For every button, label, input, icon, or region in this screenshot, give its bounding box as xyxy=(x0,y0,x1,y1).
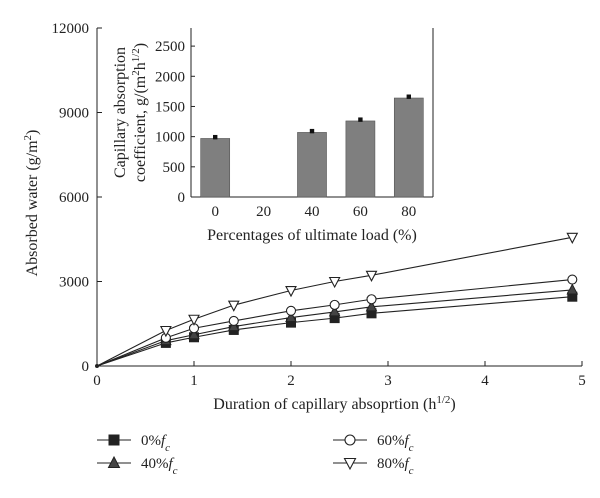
inset-x-axis-title: Percentages of ultimate load (%) xyxy=(207,227,417,244)
legend-marker xyxy=(107,455,121,468)
inset-y-tick-label: 500 xyxy=(163,160,186,176)
data-point xyxy=(366,294,377,305)
inset-bar-60 xyxy=(345,120,376,198)
data-point xyxy=(285,305,297,316)
series-line xyxy=(96,236,573,367)
inset-y-tick-label: 2000 xyxy=(155,69,185,85)
inset-x-tick-label: 20 xyxy=(256,204,271,220)
y-tick-label: 3000 xyxy=(59,275,89,291)
legend-entry-0pct: 0%fc xyxy=(97,433,170,454)
inset-bar-40 xyxy=(297,132,327,198)
y-axis-title: Absorbed water (g/m2) xyxy=(22,130,41,277)
y-tick-label: 6000 xyxy=(59,190,89,206)
x-tick-label: 3 xyxy=(384,373,392,389)
inset-x-tick-label: 60 xyxy=(353,204,368,220)
data-point xyxy=(188,314,200,326)
data-point xyxy=(159,325,172,338)
legend-label: 80%fc xyxy=(377,456,414,477)
inset-bar-errorcap xyxy=(358,117,363,122)
legend-entry-60pct: 60%fc xyxy=(333,433,414,454)
inset-bar-80 xyxy=(393,97,424,198)
data-point xyxy=(365,300,378,312)
data-point xyxy=(566,232,579,244)
x-tick-label: 1 xyxy=(190,373,198,389)
data-point xyxy=(227,300,240,312)
inset-bar-errorcap xyxy=(406,94,411,99)
data-point xyxy=(566,283,579,295)
series-60pct xyxy=(96,274,578,367)
legend-marker xyxy=(343,457,357,471)
legend-marker xyxy=(344,434,356,446)
x-tick-label: 5 xyxy=(578,373,586,389)
inset-y-axis-title-line2: coefficient, g/(m2h1/2) xyxy=(130,43,149,182)
data-point xyxy=(329,299,340,310)
y-tick-label: 12000 xyxy=(52,21,90,37)
series-40pct xyxy=(96,283,579,367)
inset-y-tick-label: 1000 xyxy=(155,130,185,146)
data-point xyxy=(328,305,341,317)
legend-label: 40%fc xyxy=(141,456,178,477)
legend-marker xyxy=(108,434,120,446)
inset-x-tick-label: 0 xyxy=(211,204,219,220)
inset-bar-errorcap xyxy=(213,134,218,140)
inset-x-tick-label: 80 xyxy=(401,204,416,220)
legend-label: 0%fc xyxy=(141,433,170,454)
legend-entry-80pct: 80%fc xyxy=(333,456,414,477)
inset-y-tick-label: 0 xyxy=(178,190,186,206)
inset-y-axis-title-line1: Capillary absorption xyxy=(112,47,129,178)
data-point xyxy=(328,276,341,289)
x-tick-label: 0 xyxy=(93,373,101,389)
data-point xyxy=(228,315,239,326)
data-point xyxy=(567,274,578,285)
series-80pct xyxy=(96,232,579,367)
legend-entry-40pct: 40%fc xyxy=(97,455,178,477)
legend-label: 60%fc xyxy=(377,433,414,454)
data-point xyxy=(365,270,378,282)
x-tick-label: 4 xyxy=(481,373,489,389)
inset-bar-chart: 0 500 1000 1500 2000 2500 0 20 40 60 80 Percentages… xyxy=(112,28,434,244)
inset-y-tick-label: 1500 xyxy=(155,99,185,115)
y-tick-label: 0 xyxy=(82,359,90,375)
inset-bar-errorcap xyxy=(309,128,315,134)
data-point xyxy=(285,310,297,323)
x-axis-title: Duration of capillary absoprtion (h1/2) xyxy=(213,394,455,413)
inset-x-tick-label: 40 xyxy=(305,204,320,220)
data-point xyxy=(188,328,200,340)
inset-y-tick-label: 2500 xyxy=(155,39,185,55)
inset-bar-0 xyxy=(200,138,231,198)
y-tick-label: 9000 xyxy=(59,106,89,122)
x-tick-label: 2 xyxy=(287,373,295,389)
data-point xyxy=(285,285,297,298)
